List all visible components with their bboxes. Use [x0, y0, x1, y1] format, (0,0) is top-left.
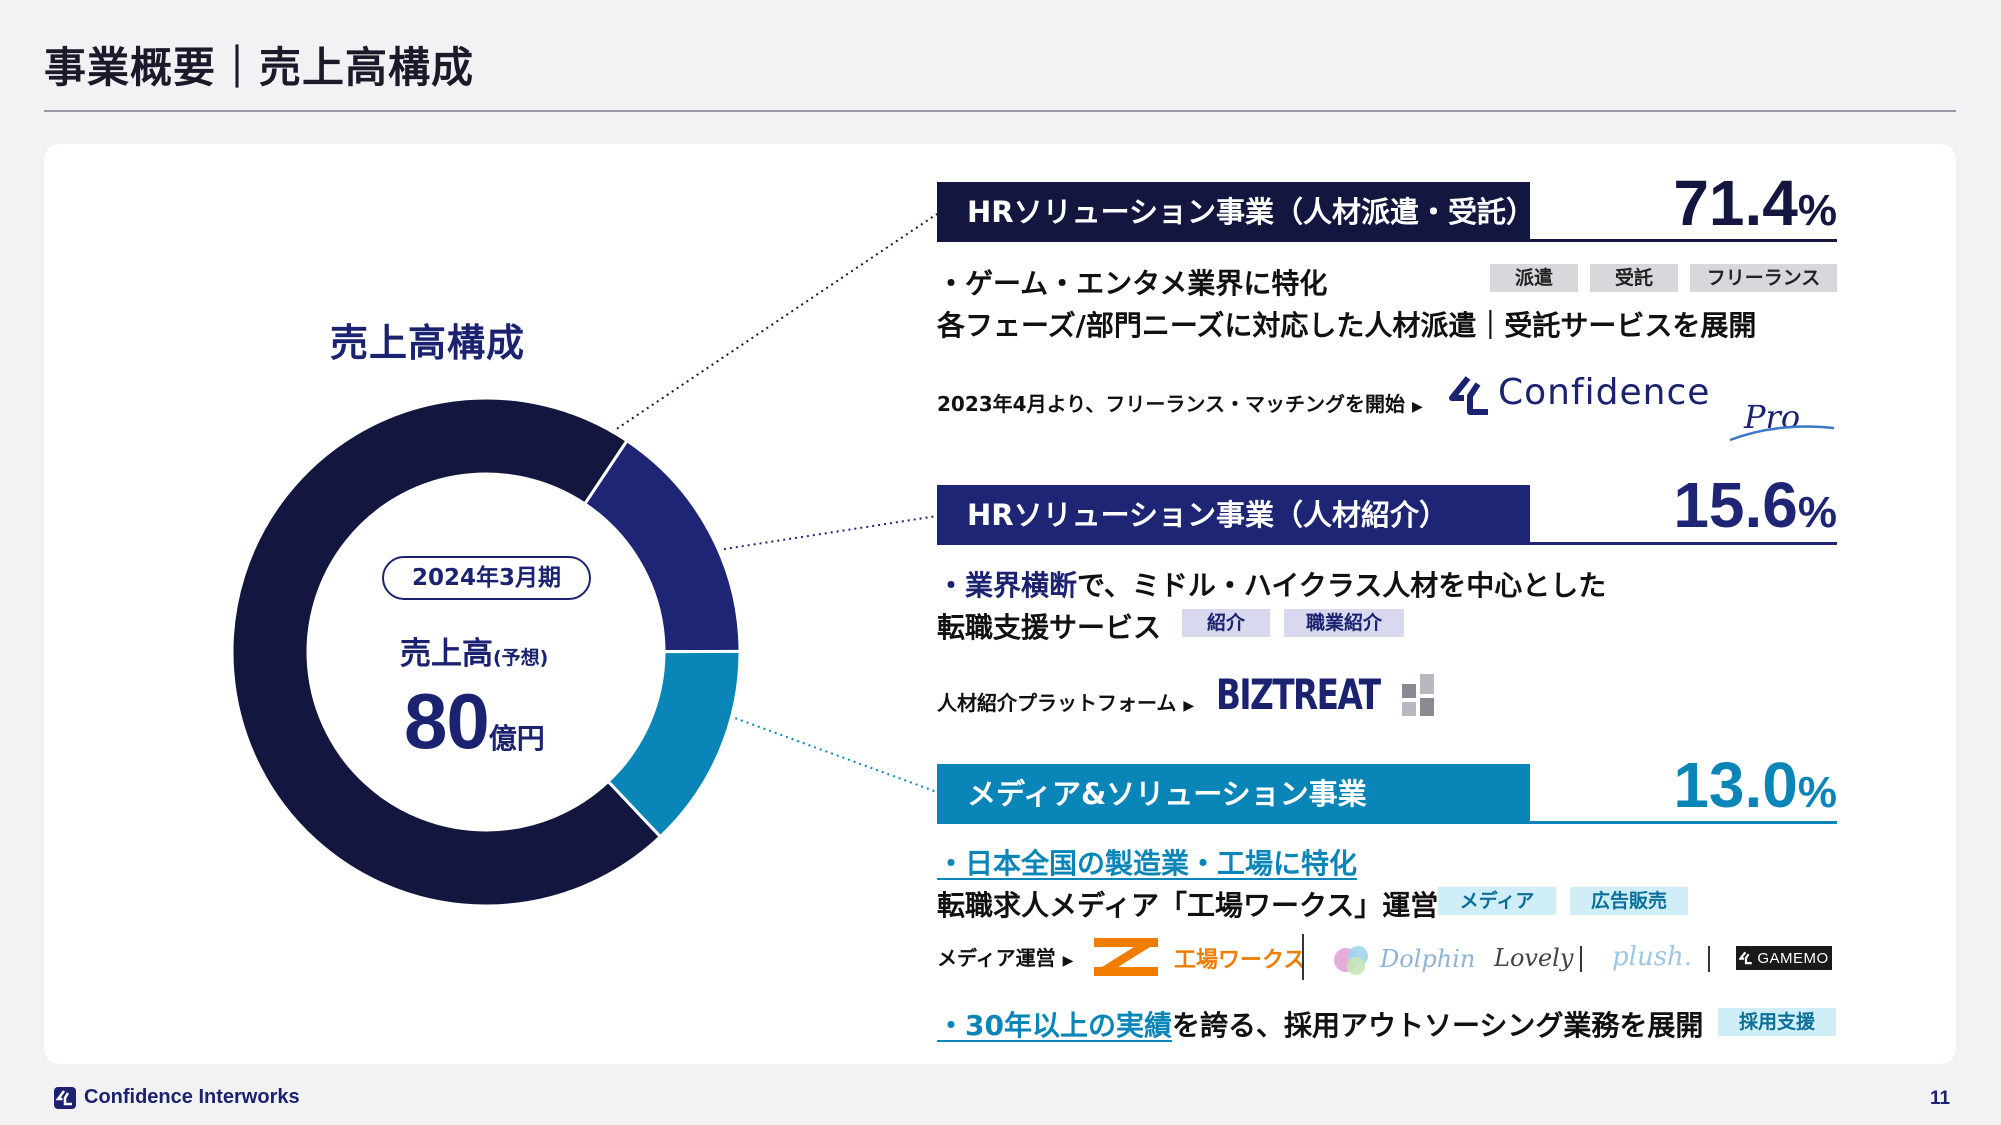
dolphin-mark-icon — [1334, 946, 1368, 975]
segment-3-note: メディア運営 ▶ — [937, 942, 1073, 971]
sales-note: (予想) — [493, 647, 549, 669]
segment-3-percent: 13.0% — [1600, 748, 1837, 822]
segment-3-header: メディア&ソリューション事業 — [937, 764, 1530, 824]
logo-divider — [1708, 946, 1710, 972]
segment-3-bullet: ・日本全国の製造業・工場に特化 — [937, 847, 1358, 880]
kojo-works-wordmark: 工場ワークス — [1174, 948, 1306, 973]
segment-3-bullet-2-rest: を誇る、採用アウトソーシング業務を展開 — [1171, 1009, 1704, 1042]
segment-3-tag-ad-sales: 広告販売 — [1570, 887, 1688, 915]
sales-figure: 80億円 — [404, 676, 545, 767]
segment-2-bullet: ・業界横断で、ミドル・ハイクラス人材を中心とした — [937, 564, 1606, 604]
segment-3-percent-sign: % — [1797, 768, 1837, 817]
segment-3-bullet-2: ・30年以上の実績を誇る、採用アウトソーシング業務を展開 — [937, 1004, 1703, 1044]
segment-2-tag-job-placement: 職業紹介 — [1284, 609, 1404, 637]
arrow-right-icon: ▶ — [1183, 698, 1195, 714]
segment-2-header: HRソリューション事業（人材紹介） — [937, 485, 1530, 545]
segment-2-percent-value: 15.6 — [1673, 469, 1798, 541]
segment-1-percent: 71.4% — [1600, 166, 1837, 240]
gamemo-wordmark: GAMEMO — [1757, 949, 1829, 967]
segment-1-note-text: 2023年4月より、フリーランス・マッチングを開始 — [937, 392, 1405, 416]
biztreat-wordmark: BIZTREAT — [1216, 670, 1381, 719]
sales-unit: 億円 — [488, 722, 545, 755]
segment-3-tag-recruit-support: 採用支援 — [1718, 1008, 1836, 1036]
segment-1-note: 2023年4月より、フリーランス・マッチングを開始 ▶ — [937, 388, 1423, 417]
donut-slice-1 — [232, 398, 663, 906]
segment-1-tag-contract: 受託 — [1590, 264, 1678, 292]
sales-value: 80 — [404, 677, 490, 765]
segment-3-description: 転職求人メディア「工場ワークス」運営 — [937, 889, 1439, 922]
plush-wordmark: plush. — [1612, 942, 1693, 972]
confidence-mark-icon — [1449, 376, 1488, 415]
lovely-wordmark: Lovely — [1494, 944, 1574, 972]
donut-slice-2 — [582, 438, 740, 654]
segment-3-tag-media: メディア — [1438, 887, 1556, 915]
segment-2-tag-referral: 紹介 — [1182, 609, 1270, 637]
segment-3-bullet-2-highlight: ・30年以上の実績 — [937, 1009, 1172, 1042]
confidence-wordmark: Confidence — [1498, 372, 1711, 413]
segment-2-note: 人材紹介プラットフォーム ▶ — [937, 687, 1194, 716]
page-title: 事業概要｜売上高構成 — [44, 43, 475, 92]
segment-1-percent-value: 71.4 — [1673, 167, 1798, 239]
leader-line-3 — [723, 713, 938, 793]
segment-3-note-text: メディア運営 — [937, 946, 1056, 970]
logo-divider — [1302, 934, 1304, 980]
segment-3-rule — [937, 821, 1837, 824]
segment-1-tag-freelance: フリーランス — [1690, 264, 1837, 292]
confidence-pro-logo: Confidence Pro — [1448, 370, 1838, 444]
segment-1-percent-sign: % — [1797, 186, 1837, 235]
segment-3-percent-value: 13.0 — [1673, 749, 1798, 821]
confidence-mark-icon — [1739, 951, 1753, 965]
segment-2-note-text: 人材紹介プラットフォーム — [937, 691, 1177, 715]
segment-2-percent-sign: % — [1797, 488, 1837, 537]
segment-2-rule — [937, 542, 1837, 545]
sales-label: 売上高(予想) — [400, 628, 548, 673]
chart-heading: 売上高構成 — [330, 321, 526, 365]
segment-2-bullet-highlight: ・業界横断 — [937, 569, 1078, 602]
donut-chart — [232, 398, 740, 906]
footer-logo: Confidence Interworks — [54, 1086, 300, 1109]
period-badge: 2024年3月期 — [382, 556, 591, 600]
segment-2-bullet-rest: で、ミドル・ハイクラス人材を中心とした — [1077, 569, 1607, 602]
segment-1-rule — [937, 239, 1837, 242]
segment-1-description: 各フェーズ/部門ニーズに対応した人材派遣｜受託サービスを展開 — [937, 309, 1757, 342]
leader-line-2 — [717, 515, 938, 551]
logo-divider — [1580, 946, 1582, 972]
segment-1-tag-dispatch: 派遣 — [1490, 264, 1578, 292]
sales-label-text: 売上高 — [400, 636, 493, 672]
company-name: Confidence Interworks — [84, 1086, 300, 1108]
pro-swoosh — [1729, 425, 1835, 442]
company-mark-icon — [54, 1086, 76, 1109]
title-divider — [44, 110, 1956, 112]
arrow-right-icon: ▶ — [1411, 399, 1423, 415]
arrow-right-icon: ▶ — [1062, 953, 1074, 969]
kojo-works-mark-icon — [1094, 938, 1158, 976]
biztreat-mark-icon — [1402, 674, 1434, 716]
segment-2-description: 転職支援サービス — [937, 611, 1162, 644]
gamemo-logo: GAMEMO — [1736, 946, 1832, 970]
segment-1-header: HRソリューション事業（人材派遣・受託） — [937, 182, 1535, 242]
segment-2-percent: 15.6% — [1600, 468, 1837, 542]
segment-1-bullet: ・ゲーム・エンタメ業界に特化 — [937, 267, 1328, 300]
dolphin-wordmark: Dolphin — [1380, 945, 1476, 973]
biztreat-logo: BIZTREAT — [1216, 670, 1446, 726]
page-number: 11 — [1930, 1088, 1951, 1109]
